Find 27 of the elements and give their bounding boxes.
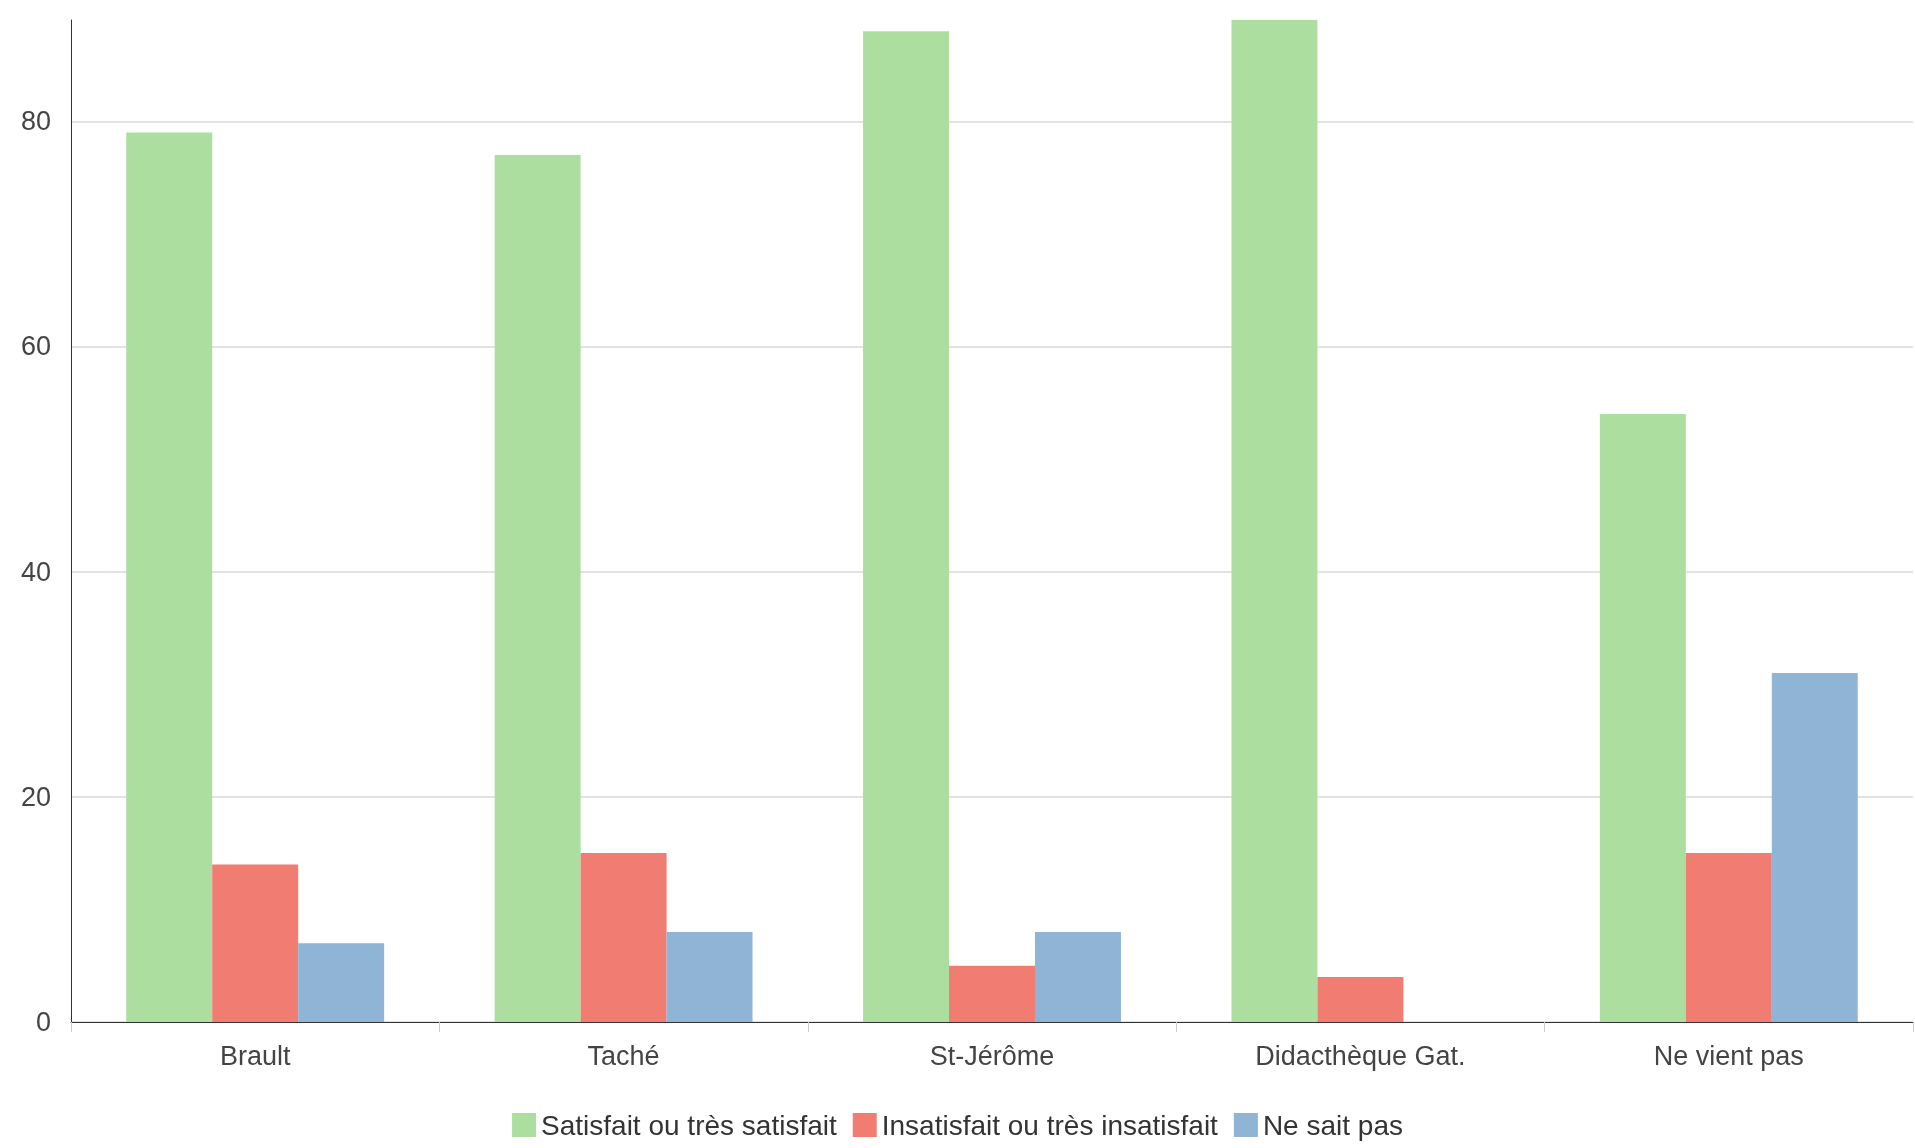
legend-label: Satisfait ou très satisfait xyxy=(541,1109,837,1141)
bar xyxy=(1231,20,1318,1022)
x-tick-label: Didacthèque Gat. xyxy=(1255,1040,1466,1071)
bar xyxy=(666,931,753,1022)
bar xyxy=(1771,672,1858,1022)
bar xyxy=(580,853,667,1022)
x-tick-label: Brault xyxy=(219,1040,291,1071)
bar xyxy=(298,943,385,1022)
bar xyxy=(1034,931,1121,1022)
bar xyxy=(126,132,213,1022)
bar xyxy=(949,965,1035,1022)
y-tick-label: 20 xyxy=(20,781,51,812)
y-tick-label: 60 xyxy=(20,331,51,362)
y-tick-label: 0 xyxy=(35,1007,51,1037)
legend-label: Ne sait pas xyxy=(1262,1109,1403,1141)
bar xyxy=(1685,853,1772,1022)
bar xyxy=(494,155,581,1022)
bar xyxy=(1317,976,1404,1022)
y-tick-label: 40 xyxy=(20,556,51,587)
bar xyxy=(1599,414,1686,1022)
x-tick-label: St-Jérôme xyxy=(929,1040,1055,1071)
legend-label: Insatisfait ou très insatisfait xyxy=(881,1109,1219,1141)
x-tick-label: Ne vient pas xyxy=(1653,1040,1804,1071)
x-tick-label: Taché xyxy=(587,1040,660,1071)
bar xyxy=(212,864,299,1022)
bar xyxy=(863,31,950,1022)
y-tick-label: 80 xyxy=(20,106,51,137)
